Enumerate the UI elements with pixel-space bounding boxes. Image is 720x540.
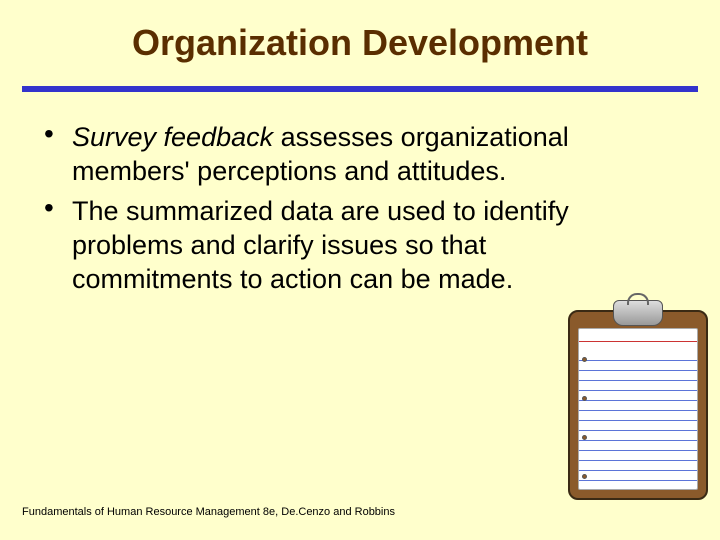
slide-footer: Fundamentals of Human Resource Managemen… [22,506,395,518]
slide: Organization Development Survey feedback… [0,0,720,540]
slide-title: Organization Development [0,22,720,64]
paper-bluelines [579,351,697,485]
bullet-item: The summarized data are used to identify… [44,194,600,296]
bullet-emphasis: Survey feedback [72,122,273,152]
clipboard-icon [568,310,708,500]
bullet-item: Survey feedback assesses organizational … [44,120,600,188]
bullet-text: The summarized data are used to identify… [72,196,569,294]
paper-redline [579,341,697,342]
title-rule [22,86,698,92]
clipboard-paper [578,328,698,490]
bullet-list: Survey feedback assesses organizational … [44,120,600,302]
paper-holes [582,357,588,479]
clipboard-clip [613,300,663,326]
